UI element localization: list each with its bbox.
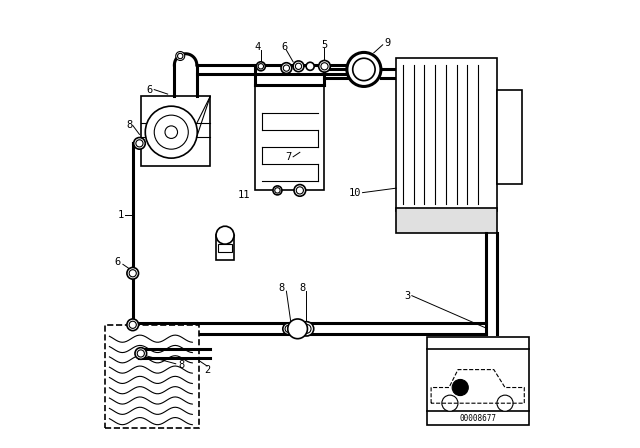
Circle shape [135,348,147,359]
Text: 8: 8 [178,360,184,370]
Circle shape [296,63,301,69]
Circle shape [288,319,307,339]
Circle shape [284,65,289,71]
Text: 00008677: 00008677 [459,414,496,423]
Text: 6: 6 [147,85,153,95]
Circle shape [154,115,188,149]
Text: 8: 8 [279,283,285,293]
Bar [427,337,529,425]
Text: 6: 6 [115,257,120,267]
Text: 2: 2 [204,365,210,375]
Text: 7: 7 [285,152,292,162]
Circle shape [296,187,303,194]
Circle shape [127,319,139,331]
Circle shape [136,140,143,147]
Text: 1: 1 [118,210,124,220]
Circle shape [353,58,375,81]
Text: 8: 8 [127,121,132,130]
Circle shape [216,226,234,244]
Text: 4: 4 [254,42,260,52]
Circle shape [285,325,292,332]
Bar [141,96,210,166]
Circle shape [497,395,513,411]
Circle shape [273,186,282,195]
Circle shape [129,270,136,277]
Text: 8: 8 [300,283,306,293]
Circle shape [294,185,306,196]
Circle shape [258,64,264,69]
Bar [396,58,497,211]
Circle shape [165,126,177,138]
Text: 11: 11 [237,190,250,200]
Circle shape [127,267,139,279]
Circle shape [145,106,197,158]
Circle shape [275,188,280,193]
Circle shape [319,60,330,72]
Circle shape [300,322,314,336]
Text: 10: 10 [349,188,361,198]
Circle shape [302,324,311,333]
Circle shape [283,323,294,335]
Circle shape [281,63,292,73]
Circle shape [347,52,381,86]
Bar [255,85,324,190]
Bar [105,325,199,428]
Bar [218,244,232,252]
Circle shape [293,61,304,72]
Text: 3: 3 [404,291,410,301]
Circle shape [176,52,185,60]
Bar [497,90,522,184]
Text: 5: 5 [321,40,328,50]
Bar [396,208,497,233]
Circle shape [321,63,328,70]
Circle shape [134,138,145,149]
Circle shape [257,62,266,71]
Circle shape [452,379,468,396]
Circle shape [442,395,458,411]
Circle shape [129,321,136,328]
Bar [216,235,234,260]
Circle shape [306,62,314,70]
Text: 6: 6 [281,42,287,52]
Circle shape [137,350,145,357]
Text: 9: 9 [384,38,390,47]
Circle shape [177,53,183,59]
